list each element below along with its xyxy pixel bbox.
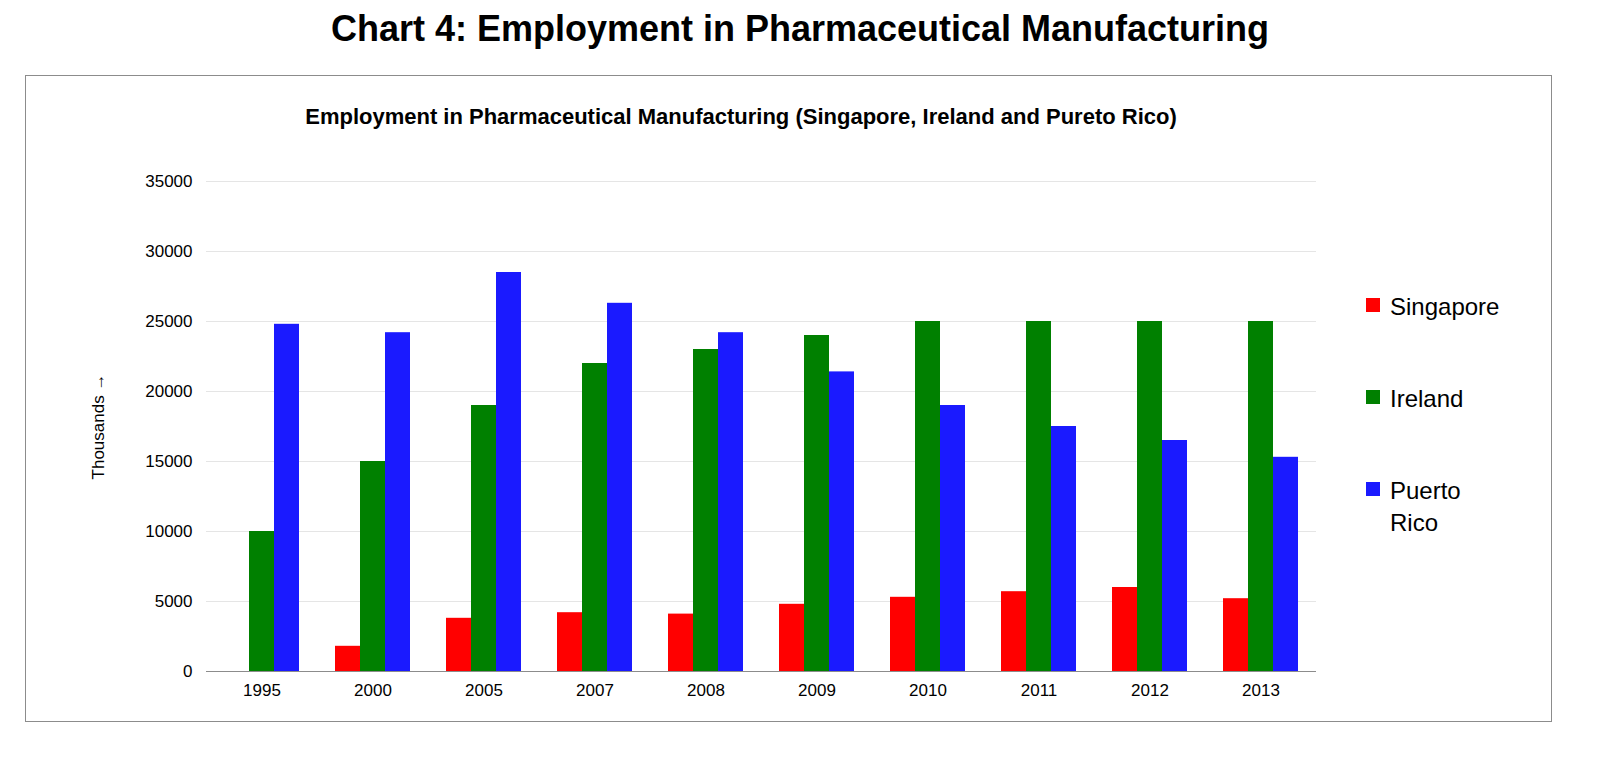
svg-text:2007: 2007	[576, 681, 614, 700]
html-text:Ireland: Ireland	[1390, 385, 1464, 412]
svg-text:2005: 2005	[465, 681, 503, 700]
svg-text:15000: 15000	[145, 452, 192, 471]
svg-text:2010: 2010	[909, 681, 947, 700]
svg-text:25000: 25000	[145, 312, 192, 331]
svg-text:2008: 2008	[687, 681, 725, 700]
svg-text:2013: 2013	[1242, 681, 1280, 700]
html-text:Chart 4: Employment in Pharmac: Chart 4: Employment in Pharmaceutical Ma…	[330, 8, 1270, 49]
html-text:Employment in Pharmaceutical M: Employment in Pharmaceutical Manufacturi…	[305, 104, 1177, 129]
svg-text:30000: 30000	[145, 242, 192, 261]
svg-text:2009: 2009	[798, 681, 836, 700]
svg-text:1995: 1995	[243, 681, 281, 700]
svg-text:Thousands →: Thousands →	[89, 374, 108, 480]
svg-text:10000: 10000	[145, 522, 192, 541]
svg-text:2011: 2011	[1021, 681, 1058, 700]
svg-text:2012: 2012	[1131, 681, 1169, 700]
svg-text:2000: 2000	[354, 681, 392, 700]
svg-text:5000: 5000	[155, 592, 193, 611]
html-text:Singapore: Singapore	[1390, 293, 1500, 320]
svg-text:20000: 20000	[145, 382, 192, 401]
svg-text:35000: 35000	[145, 172, 192, 191]
html-text:Puerto Rico: Puerto Rico	[1390, 477, 1461, 536]
svg-text:0: 0	[183, 662, 192, 681]
